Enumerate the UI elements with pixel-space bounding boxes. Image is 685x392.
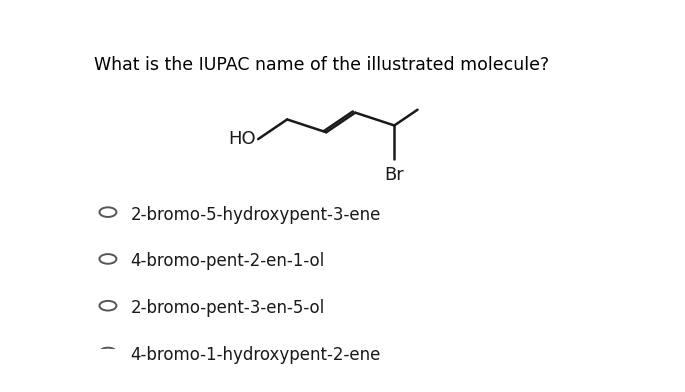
Text: 4-bromo-pent-2-en-1-ol: 4-bromo-pent-2-en-1-ol	[131, 252, 325, 270]
Text: Br: Br	[384, 166, 404, 184]
Text: HO: HO	[228, 130, 256, 148]
Text: 2-bromo-pent-3-en-5-ol: 2-bromo-pent-3-en-5-ol	[131, 299, 325, 317]
Text: What is the IUPAC name of the illustrated molecule?: What is the IUPAC name of the illustrate…	[94, 56, 549, 74]
Text: 2-bromo-5-hydroxypent-3-ene: 2-bromo-5-hydroxypent-3-ene	[131, 205, 381, 223]
Text: 4-bromo-1-hydroxypent-2-ene: 4-bromo-1-hydroxypent-2-ene	[131, 346, 381, 364]
